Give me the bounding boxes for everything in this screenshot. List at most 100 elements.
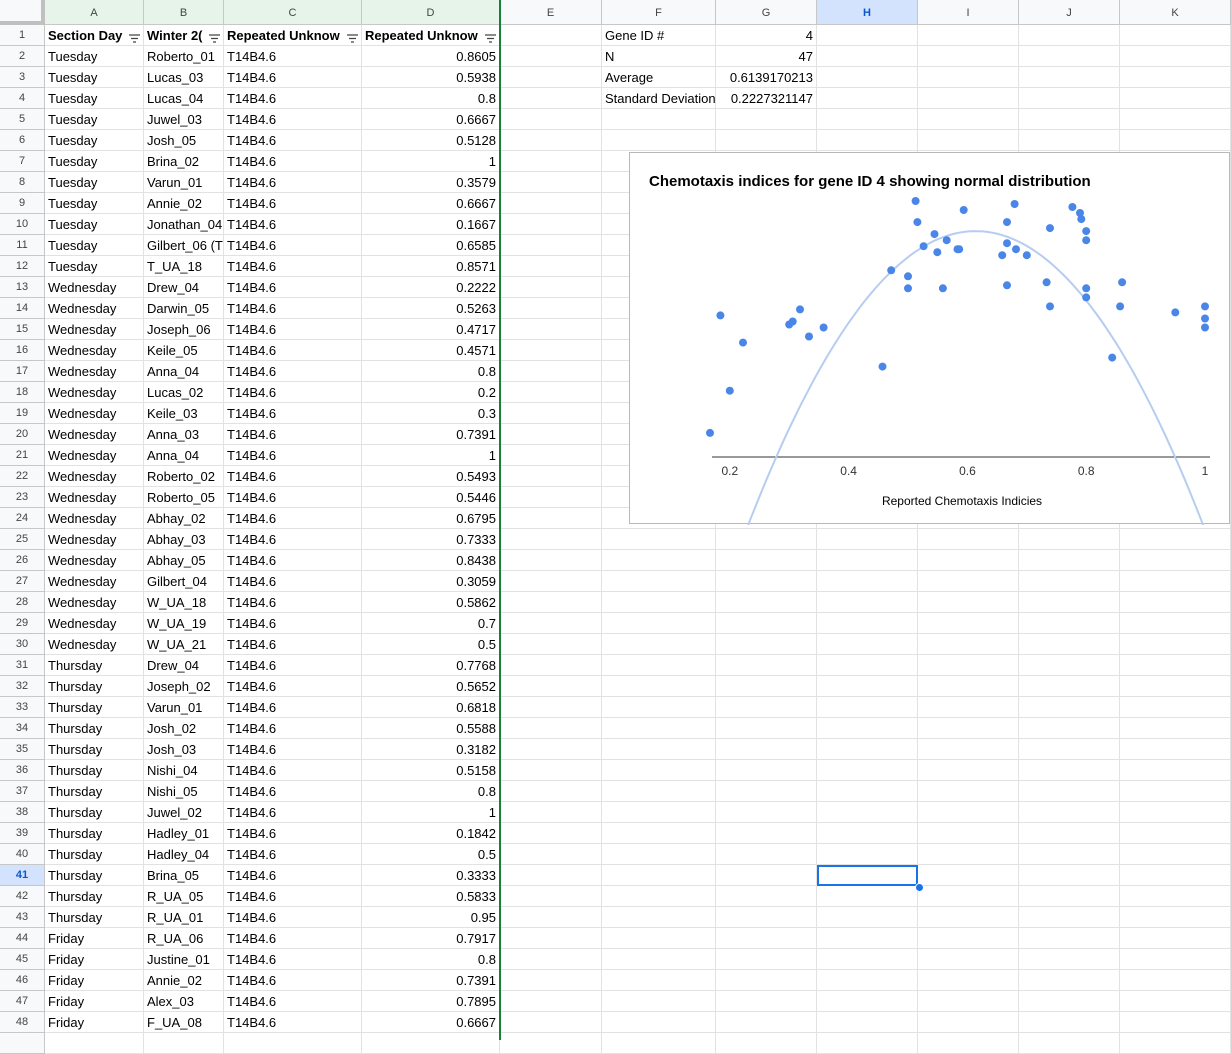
empty-cell[interactable] (1019, 823, 1120, 844)
empty-cell[interactable] (716, 907, 817, 928)
cell-section-day[interactable]: Wednesday (45, 529, 144, 550)
empty-cell[interactable] (1120, 907, 1231, 928)
empty-cell[interactable] (500, 424, 602, 445)
row-header[interactable]: 25 (0, 529, 45, 550)
row-header[interactable]: 9 (0, 193, 45, 214)
empty-cell[interactable] (500, 25, 602, 46)
cell-gene[interactable]: T14B4.6 (224, 508, 362, 529)
cell-student-name[interactable]: Josh_02 (144, 718, 224, 739)
empty-cell[interactable] (602, 949, 716, 970)
empty-cell[interactable] (716, 655, 817, 676)
cell-gene[interactable]: T14B4.6 (224, 1012, 362, 1033)
row-header[interactable]: 18 (0, 382, 45, 403)
empty-cell[interactable] (817, 907, 918, 928)
cell-gene[interactable]: T14B4.6 (224, 130, 362, 151)
cell-chemotaxis-index[interactable]: 0.5158 (362, 760, 500, 781)
empty-cell[interactable] (817, 592, 918, 613)
empty-cell[interactable] (602, 802, 716, 823)
cell-section-day[interactable]: Wednesday (45, 340, 144, 361)
empty-cell[interactable] (716, 823, 817, 844)
row-header[interactable]: 30 (0, 634, 45, 655)
empty-cell[interactable] (500, 886, 602, 907)
row-header[interactable]: 16 (0, 340, 45, 361)
row-header[interactable]: 38 (0, 802, 45, 823)
cell-gene[interactable]: T14B4.6 (224, 193, 362, 214)
empty-cell[interactable] (918, 886, 1019, 907)
empty-cell[interactable] (500, 949, 602, 970)
cell-student-name[interactable]: Lucas_04 (144, 88, 224, 109)
cell-student-name[interactable]: Annie_02 (144, 193, 224, 214)
row-header[interactable]: 36 (0, 760, 45, 781)
selected-cell[interactable] (817, 865, 918, 886)
cell-chemotaxis-index[interactable]: 0.7391 (362, 424, 500, 445)
cell-student-name[interactable]: Jonathan_04 (144, 214, 224, 235)
cell-section-day[interactable]: Wednesday (45, 403, 144, 424)
cell-gene[interactable]: T14B4.6 (224, 949, 362, 970)
empty-cell[interactable] (500, 571, 602, 592)
empty-cell[interactable] (1120, 886, 1231, 907)
cell-chemotaxis-index[interactable]: 0.5938 (362, 67, 500, 88)
cell-section-day[interactable]: Wednesday (45, 445, 144, 466)
empty-cell[interactable] (500, 739, 602, 760)
header-cell-repeated-1[interactable]: Repeated Unknow (224, 25, 362, 46)
empty-cell[interactable] (716, 550, 817, 571)
cell-chemotaxis-index[interactable]: 0.5 (362, 844, 500, 865)
cell-student-name[interactable]: Varun_01 (144, 172, 224, 193)
row-header[interactable] (0, 1033, 45, 1054)
empty-cell[interactable] (500, 550, 602, 571)
empty-cell[interactable] (602, 655, 716, 676)
cell-section-day[interactable]: Thursday (45, 886, 144, 907)
cell-gene[interactable]: T14B4.6 (224, 844, 362, 865)
empty-cell[interactable] (1019, 592, 1120, 613)
empty-cell[interactable] (1120, 130, 1231, 151)
cell-student-name[interactable]: Brina_02 (144, 151, 224, 172)
empty-cell[interactable] (918, 1012, 1019, 1033)
empty-cell[interactable] (602, 970, 716, 991)
cell-section-day[interactable]: Tuesday (45, 67, 144, 88)
row-header[interactable]: 19 (0, 403, 45, 424)
empty-cell[interactable] (817, 949, 918, 970)
cell-chemotaxis-index[interactable]: 0.3182 (362, 739, 500, 760)
row-header[interactable]: 39 (0, 823, 45, 844)
empty-cell[interactable] (716, 1033, 817, 1054)
empty-cell[interactable] (918, 865, 1019, 886)
cell-student-name[interactable]: Anna_04 (144, 361, 224, 382)
empty-cell[interactable] (918, 571, 1019, 592)
cell-chemotaxis-index[interactable]: 0.5652 (362, 676, 500, 697)
empty-cell[interactable] (224, 1033, 362, 1054)
cell-section-day[interactable]: Thursday (45, 781, 144, 802)
cell-section-day[interactable]: Tuesday (45, 151, 144, 172)
cell-chemotaxis-index[interactable]: 0.5493 (362, 466, 500, 487)
empty-cell[interactable] (602, 865, 716, 886)
empty-cell[interactable] (918, 46, 1019, 67)
cell-section-day[interactable]: Tuesday (45, 88, 144, 109)
empty-cell[interactable] (817, 67, 918, 88)
cell-gene[interactable]: T14B4.6 (224, 928, 362, 949)
column-header-f[interactable]: F (602, 0, 716, 25)
empty-cell[interactable] (918, 718, 1019, 739)
scatter-chart[interactable]: Chemotaxis indices for gene ID 4 showing… (629, 152, 1230, 525)
cell-student-name[interactable]: Joseph_02 (144, 676, 224, 697)
cell-chemotaxis-index[interactable]: 0.7895 (362, 991, 500, 1012)
cell-section-day[interactable]: Wednesday (45, 550, 144, 571)
row-header[interactable]: 12 (0, 256, 45, 277)
empty-cell[interactable] (817, 739, 918, 760)
empty-cell[interactable] (1120, 550, 1231, 571)
empty-cell[interactable] (500, 907, 602, 928)
empty-cell[interactable] (817, 529, 918, 550)
empty-cell[interactable] (1019, 844, 1120, 865)
empty-cell[interactable] (500, 67, 602, 88)
empty-cell[interactable] (602, 739, 716, 760)
empty-cell[interactable] (500, 46, 602, 67)
cell-gene[interactable]: T14B4.6 (224, 907, 362, 928)
empty-cell[interactable] (602, 823, 716, 844)
empty-cell[interactable] (500, 487, 602, 508)
cell-chemotaxis-index[interactable]: 0.1667 (362, 214, 500, 235)
empty-cell[interactable] (1019, 949, 1120, 970)
cell-student-name[interactable]: Hadley_01 (144, 823, 224, 844)
cell-student-name[interactable]: Keile_05 (144, 340, 224, 361)
empty-cell[interactable] (1019, 88, 1120, 109)
empty-cell[interactable] (918, 760, 1019, 781)
empty-cell[interactable] (1019, 739, 1120, 760)
empty-cell[interactable] (1019, 928, 1120, 949)
